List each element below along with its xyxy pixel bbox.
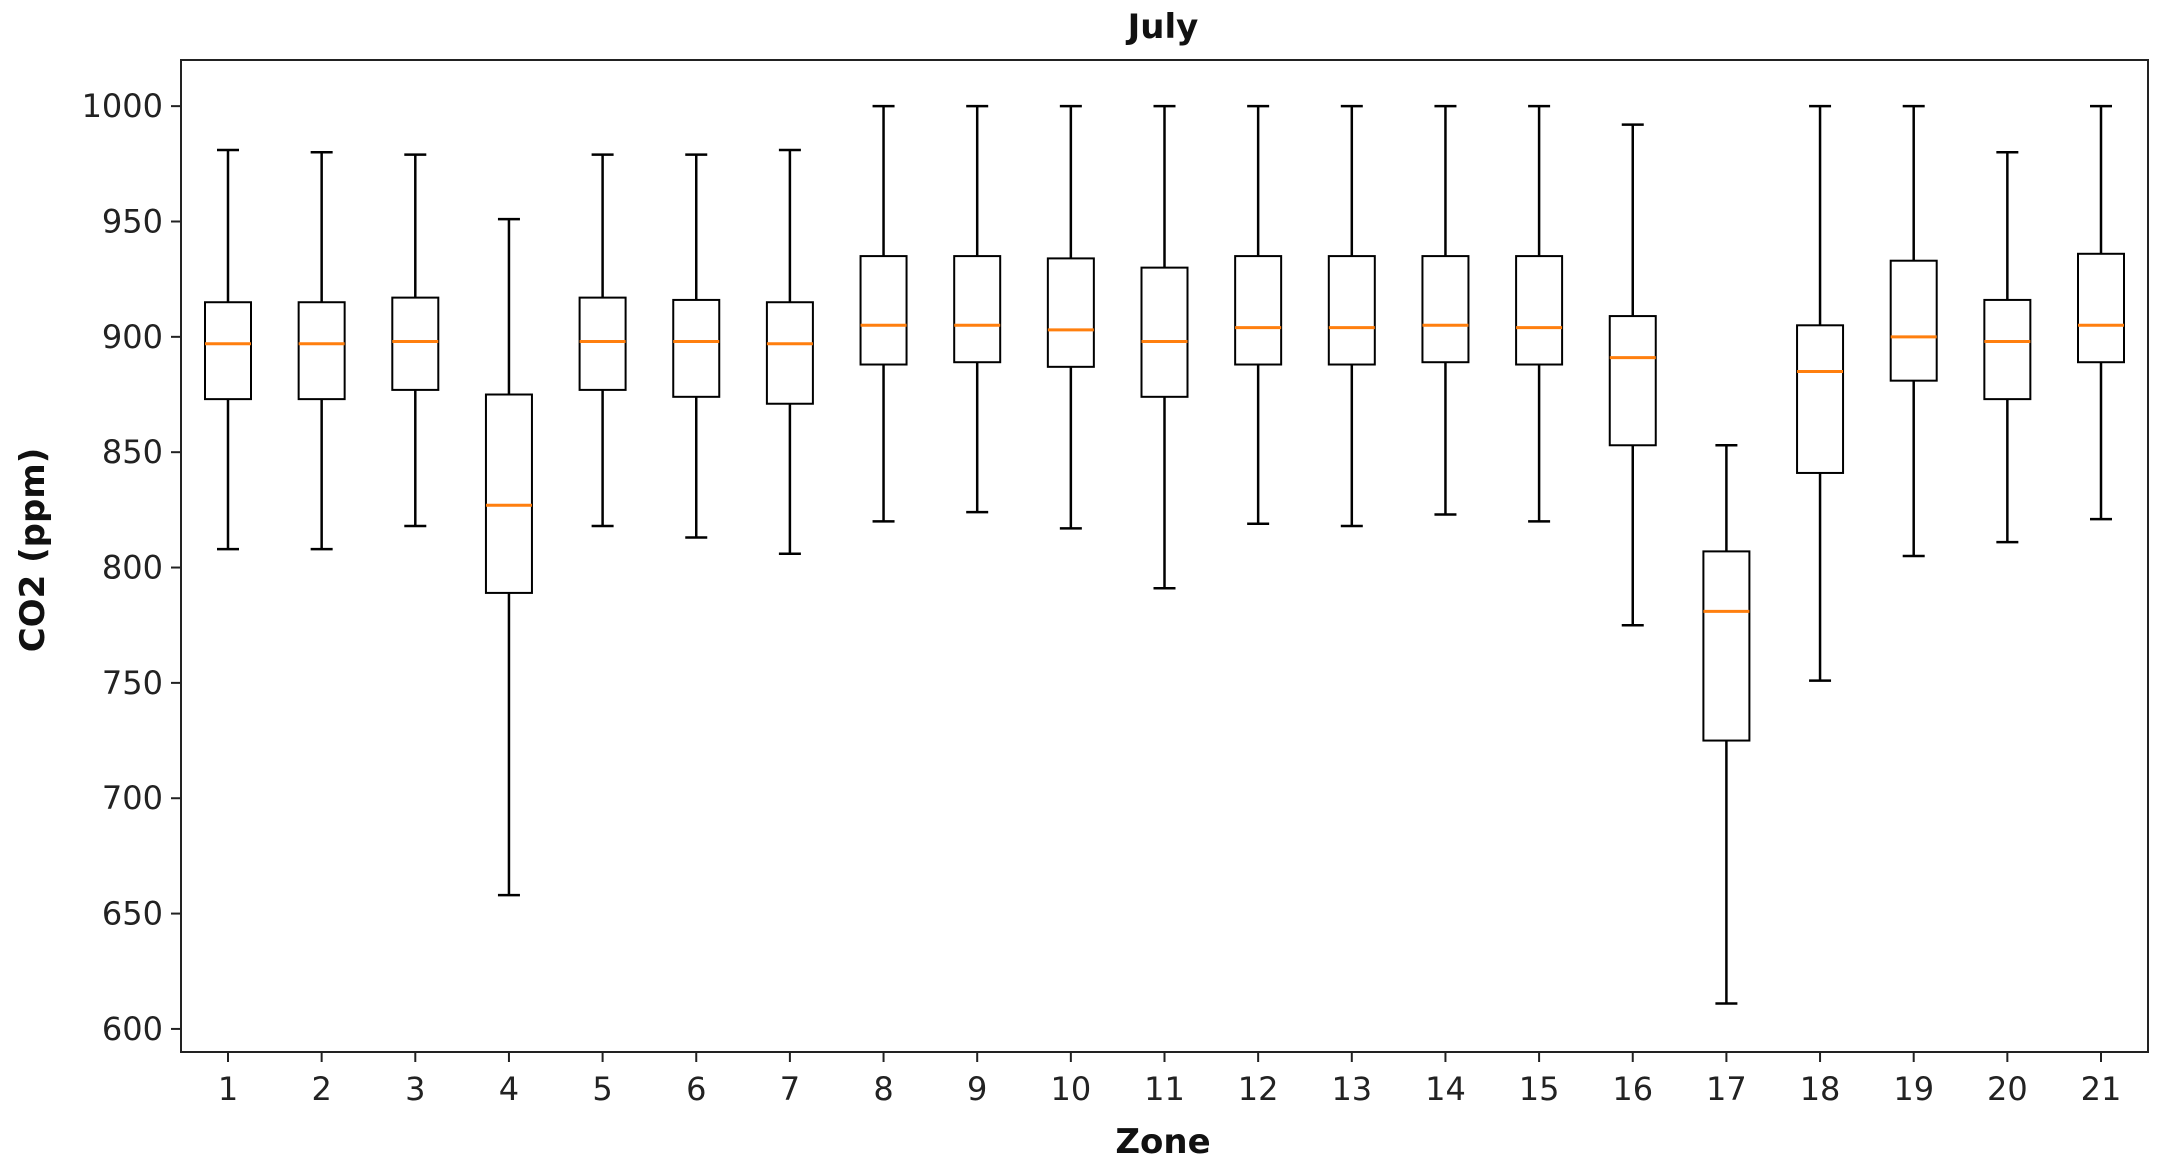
x-tick-label: 19 — [1893, 1070, 1934, 1108]
iqr-box — [2077, 252, 2125, 364]
box-zone-13 — [1327, 104, 1376, 528]
x-tick-label: 8 — [873, 1070, 893, 1108]
iqr-box — [953, 255, 1002, 364]
iqr-box — [1327, 255, 1376, 366]
x-tick-label: 1 — [218, 1070, 238, 1108]
y-tick-label: 1000 — [82, 87, 163, 125]
box-zone-9 — [953, 104, 1002, 514]
iqr-box — [1515, 255, 1564, 366]
iqr-box — [484, 393, 533, 594]
x-tick-label: 14 — [1425, 1070, 1466, 1108]
x-tick-label: 11 — [1144, 1070, 1185, 1108]
box-zone-21 — [2077, 104, 2125, 521]
y-tick-label: 800 — [102, 549, 163, 587]
iqr-box — [1702, 550, 1751, 742]
box-zone-14 — [1421, 104, 1470, 516]
box-zone-1 — [204, 148, 252, 551]
x-tick-label: 4 — [499, 1070, 519, 1108]
box-zone-6 — [672, 153, 721, 539]
box-zone-7 — [765, 148, 814, 555]
y-axis-ticks: 600 650 700 750 800 850 900 950 1000 — [82, 87, 181, 1048]
iqr-box — [578, 296, 627, 391]
box-zone-16 — [1608, 123, 1657, 627]
x-tick-label: 2 — [311, 1070, 331, 1108]
iqr-box — [859, 255, 908, 366]
box-zone-2 — [297, 151, 346, 551]
x-tick-label: 16 — [1612, 1070, 1653, 1108]
iqr-box — [204, 301, 252, 401]
y-tick-label: 600 — [102, 1010, 163, 1048]
y-axis-label: CO2 (ppm) — [13, 448, 53, 653]
box-zone-8 — [859, 104, 908, 523]
y-tick-label: 650 — [102, 895, 163, 933]
box-zone-15 — [1515, 104, 1564, 523]
iqr-box — [765, 301, 814, 405]
y-tick-label: 850 — [102, 433, 163, 471]
x-tick-label: 7 — [780, 1070, 800, 1108]
y-tick-label: 900 — [102, 318, 163, 356]
box-zone-12 — [1234, 104, 1283, 525]
x-tick-label: 18 — [1800, 1070, 1841, 1108]
x-tick-label: 20 — [1987, 1070, 2028, 1108]
x-axis-label: Zone — [1115, 1122, 1210, 1162]
x-tick-label: 13 — [1331, 1070, 1372, 1108]
box-zone-4 — [484, 217, 533, 897]
x-tick-label: 3 — [405, 1070, 425, 1108]
x-tick-label: 12 — [1238, 1070, 1279, 1108]
iqr-box — [1889, 259, 1938, 382]
box-zone-18 — [1796, 104, 1845, 682]
y-tick-label: 700 — [102, 779, 163, 817]
x-tick-label: 10 — [1050, 1070, 1091, 1108]
y-tick-label: 750 — [102, 664, 163, 702]
iqr-box — [297, 301, 346, 401]
iqr-box — [672, 298, 721, 398]
box-zone-19 — [1889, 104, 1938, 558]
iqr-box — [1796, 324, 1845, 474]
box-zone-11 — [1140, 104, 1189, 590]
iqr-box — [1046, 257, 1095, 368]
iqr-box — [391, 296, 440, 391]
box-zone-17 — [1702, 444, 1751, 1005]
iqr-box — [1608, 315, 1657, 447]
box-zone-20 — [1983, 151, 2032, 544]
chart-title: July — [1126, 7, 1199, 47]
iqr-box — [1421, 255, 1470, 364]
x-axis-ticks: 1 2 3 4 5 6 7 8 9 10 11 12 13 14 15 16 17 18 19 20 21 — [218, 1052, 2122, 1108]
x-tick-label: 5 — [592, 1070, 612, 1108]
iqr-box — [1140, 266, 1189, 398]
x-tick-label: 17 — [1706, 1070, 1747, 1108]
box-zone-10 — [1046, 104, 1095, 530]
boxes-group — [204, 104, 2125, 1005]
iqr-box — [1234, 255, 1283, 366]
x-tick-label: 6 — [686, 1070, 706, 1108]
x-tick-label: 21 — [2081, 1070, 2122, 1108]
iqr-box — [1983, 298, 2032, 401]
box-zone-3 — [391, 153, 440, 528]
x-tick-label: 15 — [1519, 1070, 1560, 1108]
box-zone-5 — [578, 153, 627, 528]
y-tick-label: 950 — [102, 202, 163, 240]
x-tick-label: 9 — [967, 1070, 987, 1108]
